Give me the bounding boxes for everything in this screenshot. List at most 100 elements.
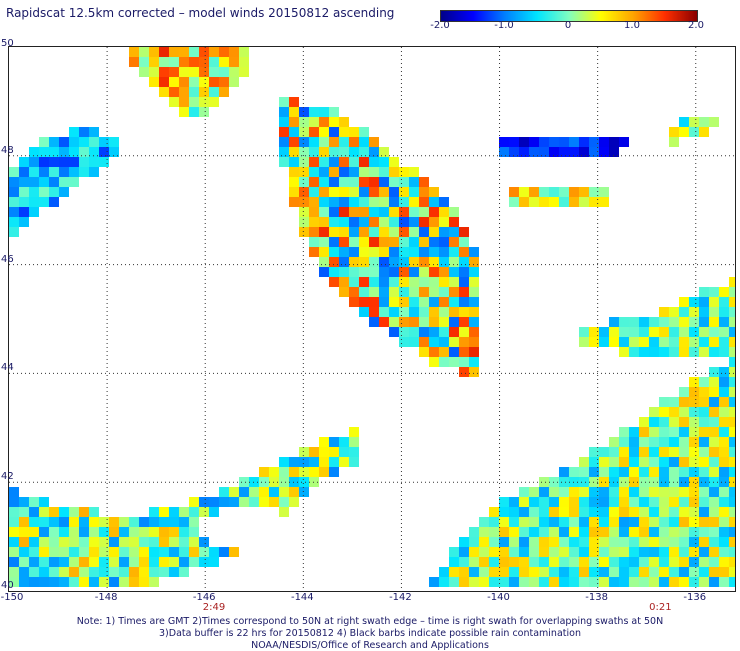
wind-cell [299, 207, 309, 217]
wind-cell [349, 247, 359, 257]
wind-cell [329, 177, 339, 187]
wind-cell [29, 157, 39, 167]
wind-cell [719, 417, 729, 427]
wind-cell [609, 447, 619, 457]
wind-cell [329, 117, 339, 127]
wind-cell [729, 447, 735, 457]
wind-cell [329, 187, 339, 197]
wind-cell [319, 167, 329, 177]
wind-cell [349, 427, 359, 437]
wind-cell [299, 487, 309, 497]
wind-cell [649, 337, 659, 347]
wind-cell [709, 407, 719, 417]
wind-cell [609, 137, 619, 147]
wind-cell [319, 137, 329, 147]
wind-cell [349, 457, 359, 467]
wind-cell [79, 577, 89, 587]
wind-cell [99, 567, 109, 577]
wind-cell [449, 547, 459, 557]
wind-cell [499, 527, 509, 537]
wind-cell [709, 417, 719, 427]
wind-cell [579, 547, 589, 557]
wind-cell [639, 487, 649, 497]
wind-cell [419, 307, 429, 317]
wind-cell [429, 337, 439, 347]
wind-cell [339, 177, 349, 187]
wind-cell [669, 557, 679, 567]
wind-cell [529, 537, 539, 547]
wind-cell [519, 567, 529, 577]
wind-cell [19, 537, 29, 547]
wind-cell [609, 567, 619, 577]
wind-cell [629, 567, 639, 577]
wind-cell [559, 497, 569, 507]
wind-cell [679, 337, 689, 347]
wind-cell [719, 567, 729, 577]
wind-cell [409, 287, 419, 297]
wind-cell [719, 497, 729, 507]
wind-cell [429, 247, 439, 257]
wind-cell [709, 307, 719, 317]
wind-cell [709, 497, 719, 507]
wind-cell [49, 167, 59, 177]
wind-cell [519, 537, 529, 547]
wind-cell [619, 457, 629, 467]
wind-cell [659, 507, 669, 517]
wind-cell [589, 327, 599, 337]
wind-cell [389, 247, 399, 257]
wind-cell [129, 517, 139, 527]
wind-cell [659, 537, 669, 547]
wind-cell [359, 167, 369, 177]
wind-cell [149, 527, 159, 537]
longitude-label: -138 [585, 592, 608, 603]
wind-cell [699, 467, 709, 477]
wind-cell [699, 547, 709, 557]
wind-cell [349, 217, 359, 227]
wind-cell [669, 467, 679, 477]
wind-cell [59, 577, 69, 587]
wind-cell [689, 387, 699, 397]
wind-cell [169, 557, 179, 567]
wind-cell [399, 317, 409, 327]
wind-cell [499, 147, 509, 157]
wind-cell [39, 167, 49, 177]
wind-cell [709, 337, 719, 347]
wind-cell [419, 277, 429, 287]
wind-cell [719, 557, 729, 567]
wind-cell [699, 337, 709, 347]
wind-cell [319, 257, 329, 267]
wind-cell [609, 577, 619, 587]
wind-cell [89, 517, 99, 527]
wind-cell [149, 47, 159, 57]
wind-cell [689, 547, 699, 557]
latitude-label: 46 [1, 253, 14, 265]
wind-cell [29, 507, 39, 517]
wind-cell [279, 467, 289, 477]
wind-cell [699, 347, 709, 357]
wind-cell [629, 557, 639, 567]
wind-cell [689, 127, 699, 137]
wind-cell [169, 67, 179, 77]
wind-cell [539, 577, 549, 587]
wind-cell [549, 197, 559, 207]
wind-cell [69, 147, 79, 157]
wind-cell [309, 207, 319, 217]
wind-cell [9, 547, 19, 557]
wind-cell [29, 517, 39, 527]
longitude-label: -136 [683, 592, 707, 603]
wind-cell [159, 87, 169, 97]
wind-cell [469, 537, 479, 547]
wind-cell [279, 127, 289, 137]
wind-cell [479, 537, 489, 547]
wind-cell [599, 187, 609, 197]
wind-cell [439, 287, 449, 297]
wind-cell [189, 507, 199, 517]
wind-cell [549, 147, 559, 157]
wind-cell [649, 417, 659, 427]
wind-cell [549, 487, 559, 497]
wind-cell [169, 507, 179, 517]
wind-cell [289, 157, 299, 167]
wind-cell [299, 177, 309, 187]
wind-cell [599, 137, 609, 147]
wind-cell [159, 517, 169, 527]
